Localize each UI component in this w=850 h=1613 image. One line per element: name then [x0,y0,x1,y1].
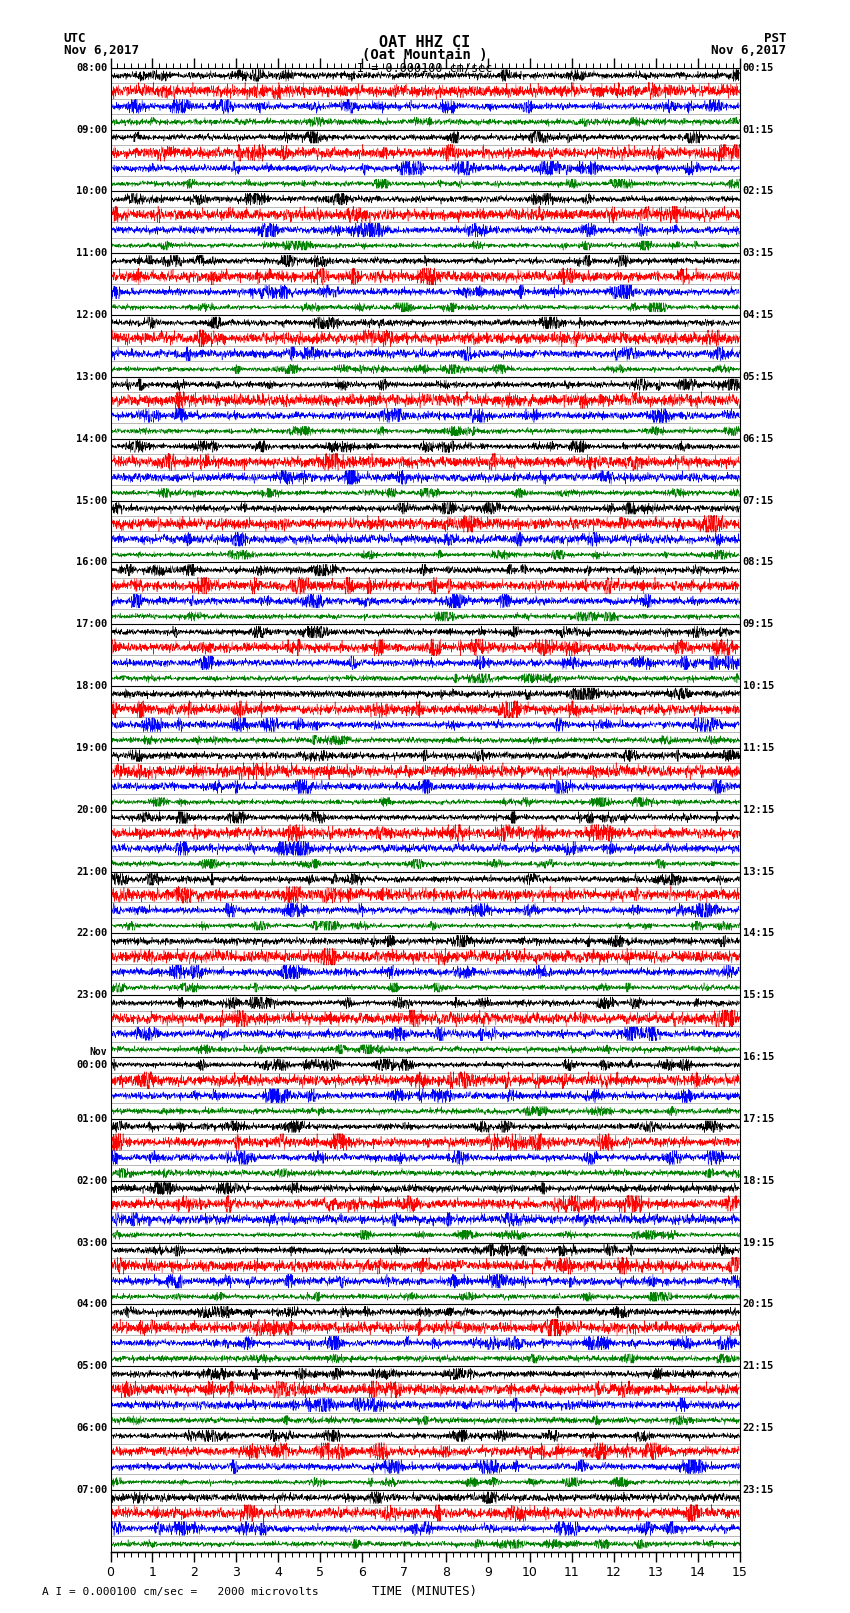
Text: Nov 6,2017: Nov 6,2017 [64,44,139,56]
Text: 20:00: 20:00 [76,805,107,815]
Text: 17:15: 17:15 [743,1115,774,1124]
Text: 18:15: 18:15 [743,1176,774,1186]
Text: 01:00: 01:00 [76,1115,107,1124]
Text: 14:00: 14:00 [76,434,107,444]
Text: 04:15: 04:15 [743,310,774,319]
Text: 10:00: 10:00 [76,187,107,197]
Text: 23:00: 23:00 [76,990,107,1000]
Text: UTC: UTC [64,32,86,45]
Text: 22:00: 22:00 [76,929,107,939]
Text: 19:00: 19:00 [76,744,107,753]
Text: 14:15: 14:15 [743,929,774,939]
Text: 13:00: 13:00 [76,373,107,382]
Text: 13:15: 13:15 [743,866,774,876]
Text: 17:00: 17:00 [76,619,107,629]
Text: Nov 6,2017: Nov 6,2017 [711,44,786,56]
Text: 11:15: 11:15 [743,744,774,753]
Text: 15:00: 15:00 [76,495,107,505]
Text: 08:00: 08:00 [76,63,107,73]
Text: 06:00: 06:00 [76,1423,107,1432]
Text: 07:15: 07:15 [743,495,774,505]
Text: 02:00: 02:00 [76,1176,107,1186]
Text: 03:00: 03:00 [76,1237,107,1247]
Text: 08:15: 08:15 [743,558,774,568]
X-axis label: TIME (MINUTES): TIME (MINUTES) [372,1586,478,1598]
Text: 16:00: 16:00 [76,558,107,568]
Text: 12:15: 12:15 [743,805,774,815]
Text: 00:15: 00:15 [743,63,774,73]
Text: 16:15: 16:15 [743,1052,774,1061]
Text: 01:15: 01:15 [743,124,774,134]
Text: 21:15: 21:15 [743,1361,774,1371]
Text: 21:00: 21:00 [76,866,107,876]
Text: 22:15: 22:15 [743,1423,774,1432]
Text: 09:15: 09:15 [743,619,774,629]
Text: 05:00: 05:00 [76,1361,107,1371]
Text: 03:15: 03:15 [743,248,774,258]
Text: 10:15: 10:15 [743,681,774,690]
Text: (Oat Mountain ): (Oat Mountain ) [362,48,488,63]
Text: PST: PST [764,32,786,45]
Text: 12:00: 12:00 [76,310,107,319]
Text: 09:00: 09:00 [76,124,107,134]
Text: 19:15: 19:15 [743,1237,774,1247]
Text: 05:15: 05:15 [743,373,774,382]
Text: 18:00: 18:00 [76,681,107,690]
Text: 20:15: 20:15 [743,1300,774,1310]
Text: 15:15: 15:15 [743,990,774,1000]
Text: 07:00: 07:00 [76,1486,107,1495]
Text: Nov: Nov [90,1047,107,1057]
Text: A I = 0.000100 cm/sec =   2000 microvolts: A I = 0.000100 cm/sec = 2000 microvolts [42,1587,320,1597]
Text: 00:00: 00:00 [76,1060,107,1069]
Text: 02:15: 02:15 [743,187,774,197]
Text: I = 0.000100 cm/sec: I = 0.000100 cm/sec [357,61,493,74]
Text: OAT HHZ CI: OAT HHZ CI [379,35,471,50]
Text: 23:15: 23:15 [743,1486,774,1495]
Text: 06:15: 06:15 [743,434,774,444]
Text: 04:00: 04:00 [76,1300,107,1310]
Text: 11:00: 11:00 [76,248,107,258]
